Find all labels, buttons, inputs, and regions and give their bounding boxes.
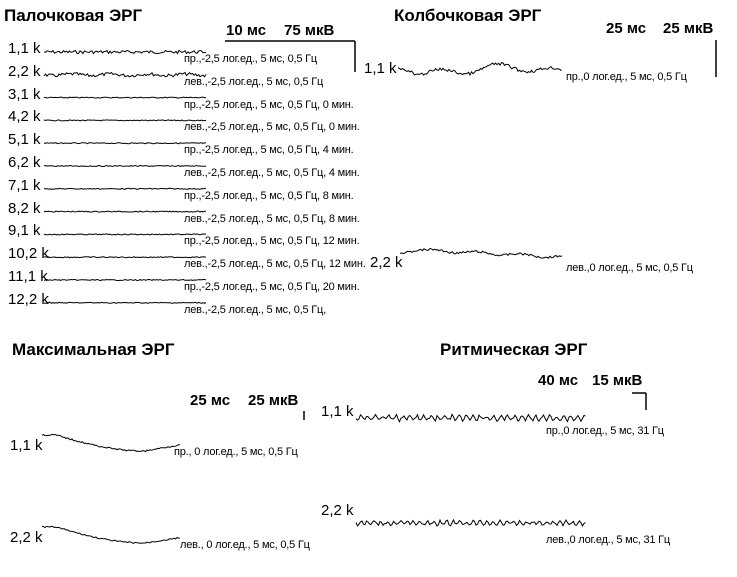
rod-trace-label-12: 12,2 k [8, 290, 49, 308]
rod-trace-desc-6: лев.,-2,5 лог.ед., 5 мс, 0,5 Гц, 4 мин. [184, 167, 360, 179]
rod-trace-desc-7: пр.,-2,5 лог.ед., 5 мс, 0,5 Гц, 8 мин. [184, 189, 354, 202]
cone-trace-label-2: 2,2 k [370, 254, 403, 271]
cone-scale-time: 25 мс [606, 20, 647, 37]
rod-trace-desc-12: лев.,-2,5 лог.ед., 5 мс, 0,5 Гц, [184, 303, 326, 316]
rod-trace-label-7: 7,1 k [8, 176, 41, 194]
max-scale-time: 25 мс [190, 392, 231, 409]
rod-trace-label-5: 5,1 k [8, 131, 41, 149]
max-scale-amplitude: 25 мкВ [248, 392, 299, 409]
rod-trace-desc-11: пр.,-2,5 лог.ед., 5 мс, 0,5 Гц, 20 мин. [184, 281, 360, 293]
max-trace-2 [41, 525, 181, 544]
rod-trace-9 [43, 233, 207, 236]
cone-trace-1 [397, 62, 562, 77]
rhythmic-erg-title: Ритмическая ЭРГ [440, 340, 588, 359]
rod-trace-desc-3: пр.,-2,5 лог.ед., 5 мс, 0,5 Гц, 0 мин. [184, 98, 354, 111]
rod-trace-label-8: 8,2 k [8, 199, 41, 217]
rod-trace-label-1: 1,1 k [8, 40, 41, 57]
rod-trace-label-6: 6,2 k [8, 154, 41, 171]
rod-trace-label-2: 2,2 k [8, 62, 41, 80]
rod-trace-label-11: 11,1 k [8, 268, 48, 285]
rod-erg-title: Палочковая ЭРГ [4, 6, 143, 25]
cone-trace-desc-1: пр.,0 лог.ед., 5 мс, 0,5 Гц [566, 71, 687, 83]
rhythmic-trace-1 [355, 413, 586, 423]
rod-trace-desc-4: лев.,-2,5 лог.ед., 5 мс, 0,5 Гц, 0 мин. [184, 121, 360, 134]
rhythmic-trace-label-1: 1,1 k [321, 403, 354, 420]
rod-trace-11 [43, 278, 207, 282]
max-trace-1 [41, 433, 181, 453]
rhythmic-trace-desc-2: лев.,0 лог.ед., 5 мс, 31 Гц [546, 534, 671, 546]
rod-trace-3 [43, 96, 206, 99]
rod-trace-7 [43, 187, 207, 190]
rod-trace-label-4: 4,2 k [8, 108, 41, 126]
rod-trace-desc-1: пр.,-2,5 лог.ед., 5 мс, 0,5 Гц [184, 53, 317, 65]
other-erg-traces [41, 62, 586, 544]
rod-trace-10 [43, 256, 207, 259]
rod-trace-4 [43, 119, 206, 122]
rod-trace-2 [43, 71, 207, 78]
rhythmic-scale-time: 40 мс [538, 372, 579, 389]
rod-scale-amplitude: 75 мкВ [284, 22, 335, 39]
max-trace-label-1: 1,1 k [10, 437, 43, 454]
cone-trace-2 [399, 247, 563, 259]
rhythmic-trace-2 [355, 518, 586, 527]
rhythmic-trace-label-2: 2,2 k [321, 502, 354, 519]
rhythmic-scale-amplitude: 15 мкВ [592, 372, 643, 389]
rod-trace-8 [43, 210, 207, 213]
max-trace-desc-2: лев., 0 лог.ед., 5 мс, 0,5 Гц [180, 539, 310, 551]
max-trace-desc-1: пр., 0 лог.ед., 5 мс, 0,5 Гц [174, 446, 298, 458]
rod-erg-traces [43, 49, 207, 304]
rod-trace-desc-5: пр.,-2,5 лог.ед., 5 мс, 0,5 Гц, 4 мин. [184, 144, 354, 157]
rhythmic-trace-desc-1: пр.,0 лог.ед., 5 мс, 31 Гц [546, 425, 664, 437]
rod-scale-time: 10 мс [226, 22, 267, 39]
rod-trace-desc-9: пр.,-2,5 лог.ед., 5 мс, 0,5 Гц, 12 мин. [184, 235, 360, 248]
cone-trace-desc-2: лев.,0 лог.ед., 5 мс, 0,5 Гц [566, 262, 693, 274]
cone-erg-title: Колбочковая ЭРГ [394, 6, 542, 25]
rod-trace-desc-8: лев.,-2,5 лог.ед., 5 мс, 0,5 Гц, 8 мин. [184, 212, 360, 225]
max-erg-title: Максимальная ЭРГ [12, 340, 175, 359]
max-trace-label-2: 2,2 k [10, 529, 43, 546]
rod-trace-desc-10: лев.,-2,5 лог.ед., 5 мс, 0,5 Гц, 12 мин. [184, 258, 366, 271]
cone-scale-amplitude: 25 мкВ [663, 20, 714, 37]
rod-trace-1 [43, 49, 207, 55]
rod-trace-12 [43, 301, 207, 304]
rod-trace-label-9: 9,1 k [8, 222, 41, 240]
rod-trace-desc-2: лев.,-2,5 лог.ед., 5 мс, 0,5 Гц [184, 75, 324, 88]
rod-trace-label-10: 10,2 k [8, 245, 49, 263]
cone-trace-label-1: 1,1 k [364, 60, 397, 77]
rod-trace-label-3: 3,1 k [8, 85, 41, 103]
rod-trace-6 [43, 164, 207, 168]
rod-trace-5 [43, 142, 207, 145]
